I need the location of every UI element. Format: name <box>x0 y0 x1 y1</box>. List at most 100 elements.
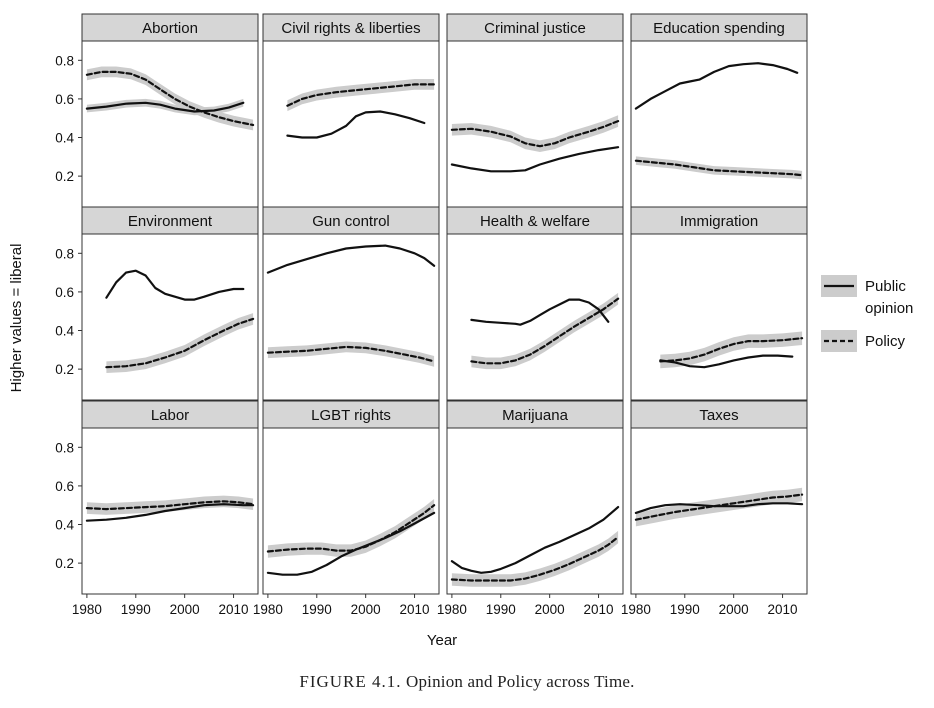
panel-title: Labor <box>151 407 189 424</box>
opinion-line <box>266 511 436 576</box>
policy-line <box>634 159 804 177</box>
panel-marijuana: Marijuana 1980 1990 2000 2010 <box>437 400 624 617</box>
panel-title: Marijuana <box>502 407 569 424</box>
panel-health-and-welfare: Health & welfare <box>446 206 624 401</box>
x-tick-label: 1980 <box>621 602 651 617</box>
legend-label: Public <box>865 278 906 295</box>
opinion-line <box>634 502 804 515</box>
x-tick-label: 2010 <box>400 602 430 617</box>
opinion-line <box>85 101 245 113</box>
panel-plot-area <box>81 233 259 401</box>
y-tick-label: 0.4 <box>55 518 74 533</box>
y-tick-label: 0.2 <box>55 169 74 184</box>
y-tick-label: 0.6 <box>55 92 74 107</box>
legend: Public opinion Policy <box>821 275 913 352</box>
opinion-line <box>85 503 255 522</box>
panel-plot-area <box>262 40 440 208</box>
policy-line <box>450 535 620 582</box>
panel-title: Gun control <box>312 213 390 230</box>
x-tick-label: 1990 <box>486 602 516 617</box>
panel-title: Civil rights & liberties <box>281 20 420 37</box>
opinion-line <box>470 298 610 326</box>
y-axis-title: Higher values = liberal <box>8 244 25 393</box>
legend-label: Policy <box>865 333 906 350</box>
caption-text: Opinion and Policy across Time. <box>405 672 635 691</box>
panel-title: Abortion <box>142 20 198 37</box>
legend-label: opinion <box>865 300 913 317</box>
opinion-line <box>659 354 794 369</box>
opinion-line <box>450 506 620 574</box>
y-tick-label: 0.4 <box>55 131 74 146</box>
panel-abortion: Abortion 0.2 0.4 0.6 0.8 <box>55 13 259 208</box>
policy-line <box>266 345 436 363</box>
x-tick-label: 2000 <box>170 602 200 617</box>
panel-strip <box>81 400 259 429</box>
legend-key-band <box>821 330 857 352</box>
x-tick-label: 2000 <box>535 602 565 617</box>
panel-strip <box>446 206 624 235</box>
panel-plot-area <box>446 427 624 595</box>
panel-title: Health & welfare <box>480 213 590 230</box>
panel-title: Immigration <box>680 213 758 230</box>
policy-line <box>659 337 804 363</box>
panel-strip <box>630 13 808 42</box>
panel-labor: Labor 0.2 0.4 0.6 0.8 1980 1990 2000 2010 <box>55 400 259 617</box>
legend-entry-policy: Policy <box>821 330 906 352</box>
y-tick-label: 0.6 <box>55 285 74 300</box>
policy-confidence-band <box>267 499 435 558</box>
panel-immigration: Immigration <box>630 206 808 401</box>
policy-line <box>634 493 804 521</box>
opinion-line <box>105 269 245 301</box>
opinion-line <box>450 146 620 173</box>
legend-entry-opinion: Public opinion <box>821 275 913 317</box>
panel-lgbt-rights: LGBT rights 1980 1990 2000 2010 <box>253 400 440 617</box>
x-tick-label: 1980 <box>437 602 467 617</box>
x-tick-label: 2010 <box>219 602 249 617</box>
x-axis-title: Year <box>427 632 457 649</box>
panel-strip <box>446 13 624 42</box>
panel-taxes: Taxes 1980 1990 2000 2010 <box>621 400 808 617</box>
y-tick-label: 0.4 <box>55 324 74 339</box>
x-tick-label: 1980 <box>253 602 283 617</box>
y-tick-label: 0.6 <box>55 479 74 494</box>
panel-strip <box>262 400 440 429</box>
panel-environment: Environment 0.2 0.4 0.6 0.8 <box>55 206 259 401</box>
policy-line <box>450 119 620 148</box>
policy-line <box>85 70 255 127</box>
panel-education-spending: Education spending <box>630 13 808 208</box>
policy-line <box>85 500 255 511</box>
panel-title: Education spending <box>653 20 785 37</box>
y-tick-label: 0.2 <box>55 362 74 377</box>
opinion-line <box>286 110 426 139</box>
x-tick-label: 1990 <box>121 602 151 617</box>
x-tick-label: 2000 <box>719 602 749 617</box>
panel-plot-area <box>262 233 440 401</box>
panel-plot-area <box>262 427 440 595</box>
policy-line <box>286 83 436 107</box>
y-tick-label: 0.8 <box>55 246 74 261</box>
x-tick-label: 1980 <box>72 602 102 617</box>
panel-plot-area <box>630 40 808 208</box>
x-tick-label: 1990 <box>302 602 332 617</box>
panel-title: Taxes <box>699 407 738 424</box>
policy-confidence-band <box>267 341 435 367</box>
opinion-line <box>266 244 436 274</box>
panel-criminal-justice: Criminal justice <box>446 13 624 208</box>
panel-title: Environment <box>128 213 213 230</box>
x-tick-label: 2000 <box>351 602 381 617</box>
policy-line <box>470 297 620 365</box>
policy-confidence-band <box>106 313 254 373</box>
y-tick-label: 0.2 <box>55 556 74 571</box>
panel-title: Criminal justice <box>484 20 586 37</box>
panel-title: LGBT rights <box>311 407 391 424</box>
y-tick-label: 0.8 <box>55 440 74 455</box>
caption-label: FIGURE 4.1. <box>299 672 402 691</box>
policy-line <box>105 317 255 369</box>
policy-confidence-band <box>471 292 619 370</box>
panel-gun-control: Gun control <box>262 206 440 401</box>
y-tick-label: 0.8 <box>55 53 74 68</box>
x-tick-label: 2010 <box>768 602 798 617</box>
panel-strip <box>81 13 259 42</box>
opinion-line <box>634 62 799 110</box>
